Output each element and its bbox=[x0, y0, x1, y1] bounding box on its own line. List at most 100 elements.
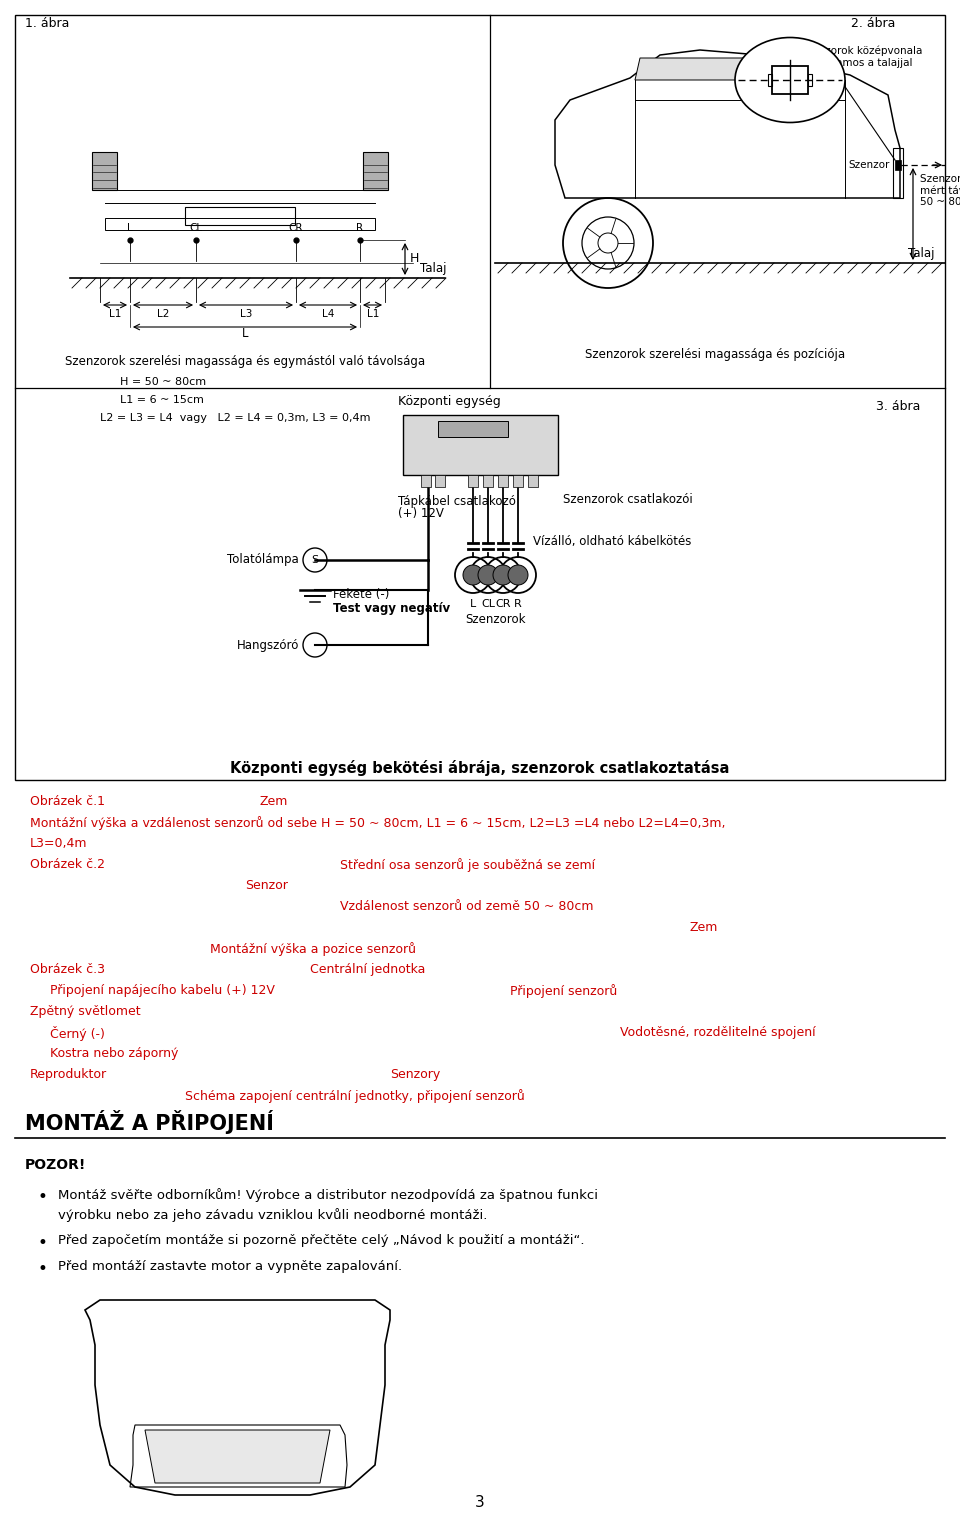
Bar bbox=[893, 148, 903, 198]
Text: (+) 12V: (+) 12V bbox=[398, 508, 444, 520]
Bar bbox=[498, 476, 508, 486]
Text: H = 50 ~ 80cm: H = 50 ~ 80cm bbox=[120, 377, 206, 386]
Text: R: R bbox=[515, 598, 522, 609]
Bar bbox=[808, 74, 812, 86]
Text: L1: L1 bbox=[108, 309, 121, 320]
Bar bbox=[185, 208, 295, 226]
Text: Centrální jednotka: Centrální jednotka bbox=[310, 964, 425, 976]
Text: R: R bbox=[356, 223, 364, 233]
Bar bbox=[438, 421, 508, 436]
Circle shape bbox=[493, 565, 513, 585]
Text: L1: L1 bbox=[367, 309, 379, 320]
Text: L3: L3 bbox=[240, 309, 252, 320]
Text: CL: CL bbox=[481, 598, 495, 609]
Text: 1. ábra: 1. ábra bbox=[25, 17, 69, 30]
Text: Před započetím montáže si pozorně přečtěte celý „Návod k použití a montáži“.: Před započetím montáže si pozorně přečtě… bbox=[58, 1235, 585, 1247]
Bar bbox=[513, 476, 523, 486]
Text: Szenzorok csatlakozói: Szenzorok csatlakozói bbox=[563, 492, 693, 506]
Text: Szenzorok szerelési magassága és egymástól való távolsága: Szenzorok szerelési magassága és egymást… bbox=[65, 355, 425, 368]
Text: S: S bbox=[311, 554, 319, 565]
Text: L3=0,4m: L3=0,4m bbox=[30, 836, 87, 850]
Polygon shape bbox=[145, 1430, 330, 1483]
Text: L2 = L3 = L4  vagy   L2 = L4 = 0,3m, L3 = 0,4m: L2 = L3 = L4 vagy L2 = L4 = 0,3m, L3 = 0… bbox=[100, 414, 371, 423]
Polygon shape bbox=[635, 58, 845, 80]
Text: Szenzor: Szenzor bbox=[849, 161, 890, 170]
Text: Senzory: Senzory bbox=[390, 1068, 441, 1082]
Text: Připojení napájecího kabelu (+) 12V: Připojení napájecího kabelu (+) 12V bbox=[50, 985, 275, 997]
Bar bbox=[528, 476, 538, 486]
Bar bbox=[435, 476, 445, 486]
Text: Vzdálenost senzorů od země 50 ~ 80cm: Vzdálenost senzorů od země 50 ~ 80cm bbox=[340, 900, 593, 914]
Circle shape bbox=[478, 565, 498, 585]
Bar bbox=[403, 415, 558, 476]
Text: •: • bbox=[38, 1235, 48, 1251]
Text: L4: L4 bbox=[322, 309, 334, 320]
Text: Zem: Zem bbox=[690, 921, 718, 935]
Text: L: L bbox=[127, 223, 132, 233]
Bar bbox=[363, 152, 388, 189]
Bar bbox=[105, 218, 375, 230]
Text: Připojení senzorů: Připojení senzorů bbox=[510, 985, 617, 998]
Text: Před montáží zastavte motor a vypněte zapalování.: Před montáží zastavte motor a vypněte za… bbox=[58, 1260, 402, 1273]
Text: párhuzamos a talajjal: párhuzamos a talajjal bbox=[800, 58, 913, 68]
Text: Hangszóró: Hangszóró bbox=[236, 638, 299, 651]
Bar bbox=[468, 476, 478, 486]
Text: Központi egység: Központi egység bbox=[398, 395, 501, 408]
Bar bbox=[772, 67, 808, 94]
Text: 3: 3 bbox=[475, 1495, 485, 1510]
Text: Zem: Zem bbox=[260, 795, 288, 807]
Text: Obrázek č.3: Obrázek č.3 bbox=[30, 964, 105, 976]
Text: Obrázek č.2: Obrázek č.2 bbox=[30, 857, 105, 871]
Text: L: L bbox=[242, 327, 249, 339]
Circle shape bbox=[463, 565, 483, 585]
Text: Kostra nebo záporný: Kostra nebo záporný bbox=[50, 1047, 179, 1060]
Text: L: L bbox=[469, 598, 476, 609]
Text: •: • bbox=[38, 1188, 48, 1206]
Text: 50 ~ 80cm: 50 ~ 80cm bbox=[920, 197, 960, 208]
Text: CR: CR bbox=[289, 223, 303, 233]
Text: L1 = 6 ~ 15cm: L1 = 6 ~ 15cm bbox=[120, 395, 204, 405]
Circle shape bbox=[508, 565, 528, 585]
Text: Vodotěsné, rozdělitelné spojení: Vodotěsné, rozdělitelné spojení bbox=[620, 1026, 816, 1039]
Text: Reproduktor: Reproduktor bbox=[30, 1068, 108, 1082]
Text: CL: CL bbox=[189, 223, 203, 233]
Bar bbox=[895, 161, 901, 170]
Text: Tápkábel csatlakozó: Tápkábel csatlakozó bbox=[398, 495, 516, 508]
Text: mért távolsága: mért távolsága bbox=[920, 185, 960, 195]
Text: Černý (-): Černý (-) bbox=[50, 1026, 105, 1041]
Text: Szenzorok szerelési magassága és pozíciója: Szenzorok szerelési magassága és pozíció… bbox=[585, 348, 845, 361]
Text: Tolatólámpa: Tolatólámpa bbox=[228, 553, 299, 567]
Text: výrobku nebo za jeho závadu vzniklou kvůli neodborné montáži.: výrobku nebo za jeho závadu vzniklou kvů… bbox=[58, 1207, 488, 1223]
Text: Schéma zapojení centrální jednotky, připojení senzorů: Schéma zapojení centrální jednotky, přip… bbox=[185, 1089, 525, 1103]
Text: Talaj: Talaj bbox=[908, 247, 934, 261]
Text: Szenzorok: Szenzorok bbox=[466, 614, 526, 626]
Text: Montáž svěřte odborníkům! Výrobce a distributor nezodpovídá za špatnou funkci: Montáž svěřte odborníkům! Výrobce a dist… bbox=[58, 1188, 598, 1201]
Bar bbox=[92, 152, 117, 189]
Text: Fekete (-): Fekete (-) bbox=[333, 588, 390, 601]
Text: Vízálló, oldható kábelkötés: Vízálló, oldható kábelkötés bbox=[533, 535, 691, 547]
Ellipse shape bbox=[735, 38, 845, 123]
Text: MONTÁŽ A PŘIPOJENÍ: MONTÁŽ A PŘIPOJENÍ bbox=[25, 1110, 274, 1135]
Text: Montážní výška a pozice senzorů: Montážní výška a pozice senzorů bbox=[210, 942, 416, 956]
Bar bbox=[768, 74, 772, 86]
Text: 2. ábra: 2. ábra bbox=[851, 17, 895, 30]
Text: L2: L2 bbox=[156, 309, 169, 320]
Text: 3. ábra: 3. ábra bbox=[876, 400, 920, 414]
Text: Obrázek č.1: Obrázek č.1 bbox=[30, 795, 105, 807]
Text: POZOR!: POZOR! bbox=[25, 1157, 86, 1173]
Text: Zpětný světlomet: Zpětný světlomet bbox=[30, 1004, 140, 1018]
Text: Střední osa senzorů je souběžná se zemí: Střední osa senzorů je souběžná se zemí bbox=[340, 857, 595, 873]
Text: H: H bbox=[410, 253, 420, 265]
Bar bbox=[483, 476, 493, 486]
Text: Talaj: Talaj bbox=[420, 262, 446, 276]
Text: Szenzorok középvonala: Szenzorok középvonala bbox=[800, 45, 923, 56]
Text: Test vagy negatív: Test vagy negatív bbox=[333, 601, 450, 615]
Bar bbox=[421, 476, 431, 486]
Text: •: • bbox=[38, 1260, 48, 1279]
Bar bbox=[15, 15, 945, 780]
Text: Központi egység bekötési ábrája, szenzorok csatlakoztatása: Központi egység bekötési ábrája, szenzor… bbox=[230, 761, 730, 776]
Text: Montážní výška a vzdálenost senzorů od sebe H = 50 ~ 80cm, L1 = 6 ~ 15cm, L2=L3 : Montážní výška a vzdálenost senzorů od s… bbox=[30, 817, 726, 830]
Text: Senzor: Senzor bbox=[245, 879, 288, 892]
Text: Szenzorok talajtól: Szenzorok talajtól bbox=[920, 173, 960, 183]
Text: CR: CR bbox=[495, 598, 511, 609]
